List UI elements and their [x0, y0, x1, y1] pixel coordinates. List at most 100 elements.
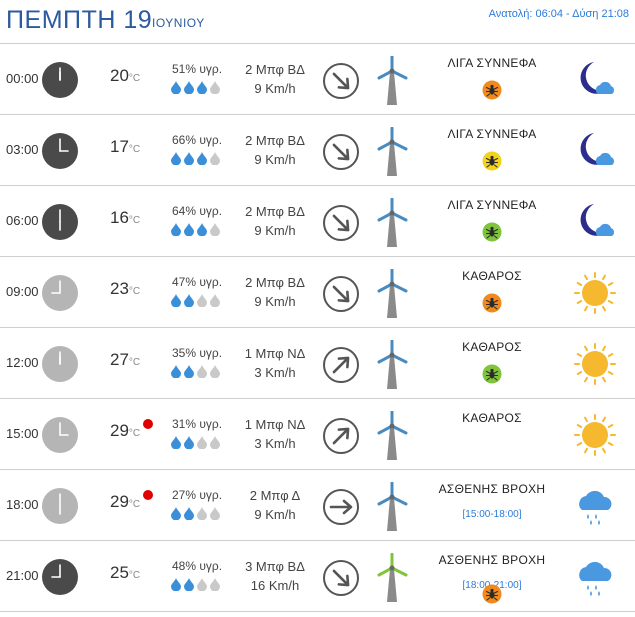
sunrise-sunset: Ανατολή: 06:04 - Δύση 21:08 [488, 8, 629, 20]
wind-direction-icon [323, 418, 359, 454]
humidity-drops [170, 151, 224, 166]
pollen-level-icon [482, 222, 502, 242]
wind-beaufort: 3 Μπφ ΒΔ [245, 559, 305, 574]
heat-alert-dot-icon [143, 490, 153, 500]
condition-label: ΛΙΓΑ ΣΥΝΝΕΦΑ [447, 56, 537, 70]
wind-turbine-icon [377, 197, 408, 247]
hour-label: 00:00 [6, 71, 39, 86]
humidity-text: 35% υγρ. [172, 346, 223, 360]
humidity-text: 51% υγρ. [172, 62, 223, 76]
wind-speed: 3 Km/h [254, 365, 296, 380]
clock [42, 275, 78, 311]
weather-icon [572, 129, 618, 173]
clock-icon [42, 346, 78, 382]
forecast-row: 12:00 27°C 35% υγρ. 1 Μπφ ΝΔ 3 Km/h ΚΑΘΑΡΟΣ [0, 328, 635, 399]
forecast-row: 21:00 25°C 48% υγρ. 3 Μπφ ΒΔ 16 Km/h ΑΣΘΕΝΗΣ … [0, 541, 635, 612]
wind-turbine [374, 55, 410, 106]
wind-direction-icon [323, 560, 359, 596]
wind-direction-icon [323, 489, 359, 525]
forecast-row: 06:00 16°C 64% υγρ. 2 Μπφ ΒΔ 9 Km/h ΛΙΓΑ ΣΥΝΝ… [0, 186, 635, 257]
pollen-badge [482, 293, 502, 313]
moon-cloud-icon [580, 204, 615, 236]
wind-turbine [374, 481, 410, 532]
humidity-drops [170, 222, 224, 237]
hour-label: 06:00 [6, 213, 39, 228]
condition-label: ΑΣΘΕΝΗΣ ΒΡΟΧΗ [438, 553, 546, 567]
temperature-value: 29 [110, 492, 129, 511]
temperature: 25°C [110, 563, 140, 583]
wind-beaufort: 2 Μπφ Δ [249, 488, 301, 503]
temperature-value: 16 [110, 208, 129, 227]
humidity-text: 27% υγρ. [172, 488, 223, 502]
humidity-drops-icon [171, 578, 220, 592]
humidity-text: 47% υγρ. [172, 275, 223, 289]
pollen-badge [482, 364, 502, 384]
forecast-header: ΠΕΜΠΤΗ 19 ΙΟΥΝΙΟΥ Ανατολή: 06:04 - Δύση … [0, 0, 635, 44]
wind-turbine-icon [377, 339, 408, 389]
rain-cloud-icon [579, 490, 612, 525]
condition-label: ΑΣΘΕΝΗΣ ΒΡΟΧΗ [438, 482, 546, 496]
forecast-row: 00:00 20°C 51% υγρ. 2 Μπφ ΒΔ 9 Km/h ΛΙΓΑ ΣΥΝΝ… [0, 44, 635, 115]
moon-cloud-icon [580, 133, 615, 165]
temperature: 29°C [110, 421, 140, 441]
moon-cloud-icon [580, 62, 615, 94]
temperature-value: 23 [110, 279, 129, 298]
temperature-unit: °C [128, 428, 141, 439]
pollen-level-icon [482, 364, 502, 384]
wind-turbine [374, 339, 410, 390]
temperature-value: 27 [110, 350, 129, 369]
humidity-drops [170, 80, 224, 95]
temperature: 27°C [110, 350, 140, 370]
wind-direction [322, 488, 360, 526]
wind-turbine [374, 268, 410, 319]
condition-label: ΛΙΓΑ ΣΥΝΝΕΦΑ [447, 127, 537, 141]
wind-beaufort: 2 Μπφ ΒΔ [245, 275, 305, 290]
wind-direction [322, 204, 360, 242]
clock [42, 559, 78, 595]
pollen-badge [482, 151, 502, 171]
wind-speed: 16 Km/h [250, 578, 300, 593]
wind-speed: 9 Km/h [254, 223, 296, 238]
humidity-drops-icon [171, 507, 220, 521]
humidity-drops-icon [171, 81, 220, 95]
wind-direction [322, 133, 360, 171]
weather-icon [572, 555, 618, 599]
weather-icon [572, 342, 618, 386]
humidity-text: 66% υγρ. [172, 133, 223, 147]
weather-icon [572, 58, 618, 102]
clock [42, 488, 78, 524]
temperature-unit: °C [128, 499, 141, 510]
humidity-drops-icon [171, 223, 220, 237]
temperature-unit: °C [128, 286, 141, 297]
wind-direction-icon [323, 134, 359, 170]
condition-label: ΚΑΘΑΡΟΣ [462, 411, 522, 425]
clock [42, 204, 78, 240]
wind-turbine-icon [377, 410, 408, 460]
humidity-drops-icon [171, 436, 220, 450]
clock [42, 133, 78, 169]
wind-turbine [374, 197, 410, 248]
wind-beaufort: 2 Μπφ ΒΔ [245, 62, 305, 77]
hour-label: 03:00 [6, 142, 39, 157]
temperature-unit: °C [128, 570, 141, 581]
condition-label: ΚΑΘΑΡΟΣ [462, 340, 522, 354]
condition-label: ΚΑΘΑΡΟΣ [462, 269, 522, 283]
wind-turbine [374, 410, 410, 461]
wind-speed: 9 Km/h [254, 294, 296, 309]
humidity-drops-icon [171, 365, 220, 379]
pollen-level-icon [482, 151, 502, 171]
wind-turbine-icon [377, 126, 408, 176]
clock-icon [42, 417, 78, 453]
hour-label: 21:00 [6, 568, 39, 583]
weather-icon [572, 484, 618, 528]
wind-direction-icon [323, 276, 359, 312]
wind-turbine-icon [377, 481, 408, 531]
temperature-value: 17 [110, 137, 129, 156]
humidity-drops [170, 435, 224, 450]
forecast-row: 09:00 23°C 47% υγρ. 2 Μπφ ΒΔ 9 Km/h ΚΑΘΑΡΟΣ [0, 257, 635, 328]
wind-beaufort: 1 Μπφ ΝΔ [244, 417, 306, 432]
weather-icon [572, 200, 618, 244]
temperature: 16°C [110, 208, 140, 228]
sun-icon [574, 343, 616, 385]
temperature-value: 25 [110, 563, 129, 582]
